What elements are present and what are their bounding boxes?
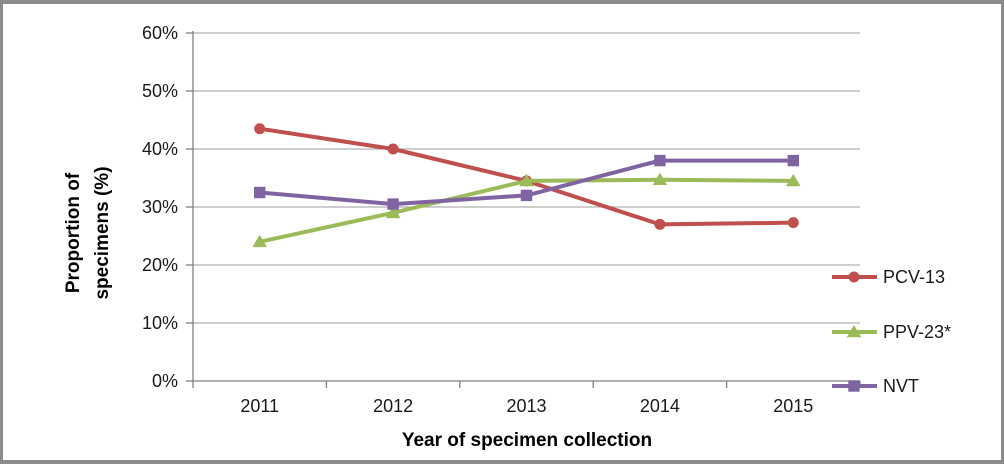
frame-border-bottom [0, 460, 1004, 464]
legend-entry-nvt: NVT [831, 375, 919, 397]
legend-triangle-icon [846, 325, 862, 338]
y-tick-label-10: 10% [141, 313, 178, 333]
data-point-pcv-13-2011 [254, 123, 266, 135]
x-tick-label-2014: 2014 [639, 396, 680, 416]
data-point-ppv-23-2011 [252, 234, 267, 248]
frame-border-right [1001, 0, 1004, 464]
legend-entry-pcv-13: PCV-13 [831, 266, 945, 288]
legend-marker-pcv-13 [832, 271, 877, 283]
legend-label-pcv-13: PCV-13 [883, 266, 946, 287]
series-line-ppv-23 [257, 177, 796, 244]
frame-border-top [0, 0, 1004, 4]
x-tick-label-2013: 2013 [506, 396, 547, 416]
legend-label-nvt: NVT [883, 375, 919, 396]
legend-circle-icon [848, 271, 860, 283]
y-axis-title-line-1: Proportion of [63, 172, 84, 294]
data-point-nvt-2011 [254, 186, 266, 199]
data-point-ppv-23-2013 [519, 173, 534, 187]
x-axis-title: Year of specimen collection [401, 430, 653, 451]
y-tick-label-60: 60% [141, 23, 178, 43]
frame-border-left [0, 0, 3, 464]
data-point-nvt-2015 [787, 154, 799, 167]
x-tick-label-2011: 2011 [240, 396, 280, 416]
data-point-pcv-13-2012 [387, 143, 399, 155]
data-point-pcv-13-2015 [787, 217, 799, 229]
y-axis-title-line-2: specimens (%) [92, 166, 113, 300]
data-point-ppv-23-2014 [652, 172, 668, 186]
legend-square-icon [848, 380, 860, 392]
y-tick-label-50: 50% [141, 81, 178, 101]
y-axis-title: Proportion of specimens (%) [59, 123, 119, 343]
y-tick-label-40: 40% [141, 139, 178, 159]
legend-marker-ppv-23 [832, 325, 877, 338]
data-point-nvt-2012 [387, 198, 399, 210]
data-point-ppv-23-2015 [786, 173, 801, 187]
x-tick-label-2012: 2012 [373, 396, 414, 416]
data-point-nvt-2014 [654, 154, 666, 167]
series-nvt [254, 154, 799, 210]
data-point-pcv-13-2014 [654, 218, 666, 230]
legend-label-ppv-23: PPV-23* [883, 321, 952, 342]
x-tick-label-2015: 2015 [773, 396, 814, 416]
series-ppv-23 [252, 172, 801, 248]
y-tick-label-0: 0% [151, 371, 178, 391]
legend-entry-ppv-23: PPV-23* [831, 321, 951, 343]
y-tick-label-20: 20% [141, 255, 178, 275]
data-point-ppv-23-2012 [385, 205, 401, 219]
data-point-nvt-2013 [520, 189, 533, 202]
y-tick-label-30: 30% [141, 197, 178, 217]
legend-marker-nvt [832, 380, 877, 392]
